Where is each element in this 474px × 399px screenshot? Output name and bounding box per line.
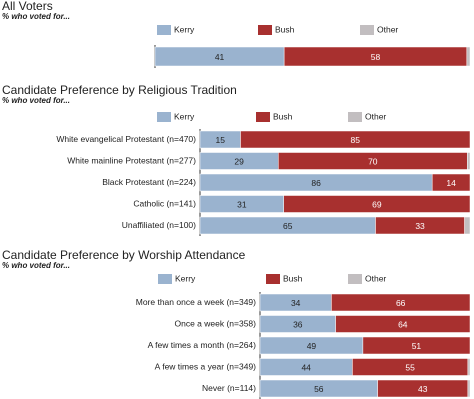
legend-label: Other <box>377 24 398 34</box>
value-label: 49 <box>307 341 317 351</box>
value-label: 64 <box>398 319 408 329</box>
legend-label: Bush <box>273 111 293 121</box>
category-label: Catholic (n=141) <box>133 198 196 208</box>
legend-label: Other <box>365 111 386 121</box>
value-label: 44 <box>301 362 311 372</box>
value-label: 70 <box>368 156 378 166</box>
value-label: 14 <box>446 178 456 188</box>
legend-swatch <box>157 112 171 122</box>
legend-swatch <box>157 25 171 35</box>
category-label: White evangelical Protestant (n=470) <box>56 134 196 144</box>
value-label: 43 <box>418 384 428 394</box>
bar-segment <box>283 195 471 213</box>
value-label: 51 <box>412 341 422 351</box>
category-label: A few times a year (n=349) <box>155 361 257 371</box>
panel-subtitle: % who voted for... <box>2 12 70 21</box>
bar-segment <box>467 152 471 170</box>
value-label: 29 <box>234 156 244 166</box>
value-label: 65 <box>283 221 293 231</box>
value-label: 85 <box>351 135 361 145</box>
value-label: 69 <box>372 199 382 209</box>
value-label: 34 <box>291 298 301 308</box>
legend-swatch <box>258 25 272 35</box>
value-label: 55 <box>405 362 415 372</box>
value-label: 66 <box>396 298 406 308</box>
value-label: 15 <box>216 135 226 145</box>
value-label: 86 <box>311 178 321 188</box>
value-label: 31 <box>237 199 247 209</box>
bar-segment <box>335 315 471 333</box>
bar-segment <box>431 173 471 192</box>
panel-subtitle: % who voted for... <box>2 96 70 105</box>
category-label: Black Protestant (n=224) <box>102 177 196 187</box>
panel-title: Candidate Preference by Religious Tradit… <box>2 83 237 97</box>
bar-segment <box>362 336 471 355</box>
bar-segment <box>467 379 471 398</box>
value-label: 41 <box>215 52 225 62</box>
legend-swatch <box>348 112 362 122</box>
bar-segment <box>464 216 471 235</box>
legend-swatch <box>256 112 270 122</box>
panel-title: All Voters <box>2 0 53 13</box>
bar-segment <box>467 358 471 376</box>
legend-label: Kerry <box>175 273 196 283</box>
value-label: 56 <box>314 384 324 394</box>
category-label: More than once a week (n=349) <box>136 297 256 307</box>
bar-segment <box>466 46 471 67</box>
legend-label: Other <box>365 273 386 283</box>
legend-swatch <box>266 274 280 284</box>
value-label: 36 <box>293 319 303 329</box>
category-label: A few times a month (n=264) <box>148 340 257 350</box>
value-label: 58 <box>371 52 381 62</box>
legend-label: Kerry <box>174 24 195 34</box>
category-label: White mainline Protestant (n=277) <box>67 155 196 165</box>
category-label: Never (n=114) <box>202 383 256 393</box>
panel-subtitle: % who voted for... <box>2 261 70 270</box>
value-label: 33 <box>415 221 425 231</box>
legend-label: Bush <box>283 273 303 283</box>
bar-segment <box>240 130 471 149</box>
legend-label: Bush <box>275 24 295 34</box>
category-label: Once a week (n=358) <box>174 318 256 328</box>
legend-label: Kerry <box>174 111 195 121</box>
bar-segment <box>331 293 471 312</box>
legend-swatch <box>158 274 172 284</box>
category-label: Unaffiliated (n=100) <box>122 220 196 230</box>
panel-title: Candidate Preference by Worship Attendan… <box>2 248 246 262</box>
legend-swatch <box>360 25 374 35</box>
legend-swatch <box>348 274 362 284</box>
